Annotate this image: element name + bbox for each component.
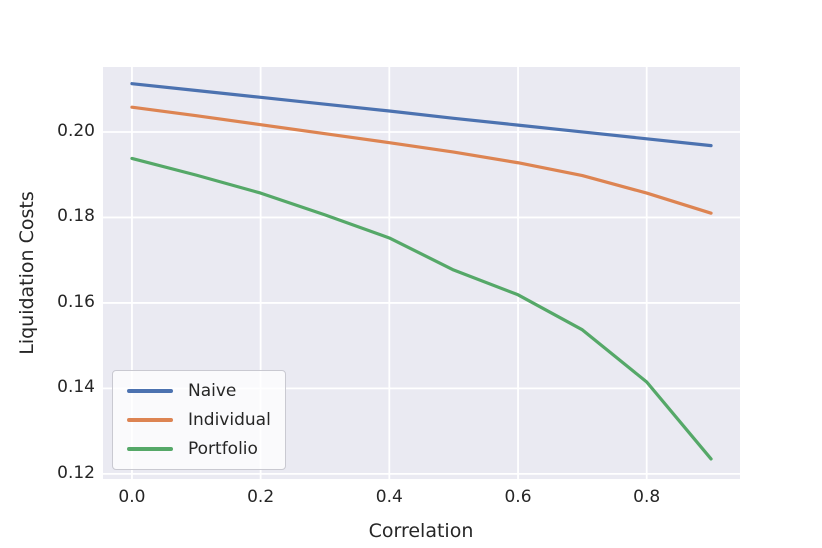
gridlines (103, 67, 740, 479)
legend-label-naive: Naive (188, 381, 237, 401)
portfolio-line-swatch (127, 447, 173, 451)
y-tick-label: 0.16 (57, 291, 95, 312)
series-lines (130, 82, 713, 461)
legend-item-portfolio: Portfolio (127, 437, 271, 461)
naive-line-swatch (127, 389, 173, 393)
series-line-naive (130, 82, 713, 148)
y-tick-label: 0.12 (57, 462, 95, 483)
series-line-individual (130, 105, 713, 215)
x-tick-label: 0.0 (118, 487, 146, 507)
legend: Naive Individual Portfolio (112, 370, 286, 470)
x-tick-label: 0.6 (504, 487, 532, 507)
series-line-portfolio (130, 156, 713, 461)
x-axis-label: Correlation (368, 520, 474, 542)
x-tick-label: 0.2 (247, 487, 275, 507)
y-tick-label: 0.18 (57, 206, 95, 227)
x-tick-label: 0.4 (375, 487, 403, 507)
y-tick-label: 0.14 (57, 377, 95, 398)
individual-line-swatch (127, 418, 173, 422)
x-tick-label: 0.8 (633, 487, 661, 507)
legend-label-portfolio: Portfolio (188, 439, 258, 459)
legend-label-individual: Individual (188, 410, 271, 430)
y-tick-label: 0.20 (57, 120, 95, 141)
y-axis-label: Liquidation Costs (16, 191, 38, 355)
legend-item-individual: Individual (127, 408, 271, 432)
legend-item-naive: Naive (127, 379, 271, 403)
